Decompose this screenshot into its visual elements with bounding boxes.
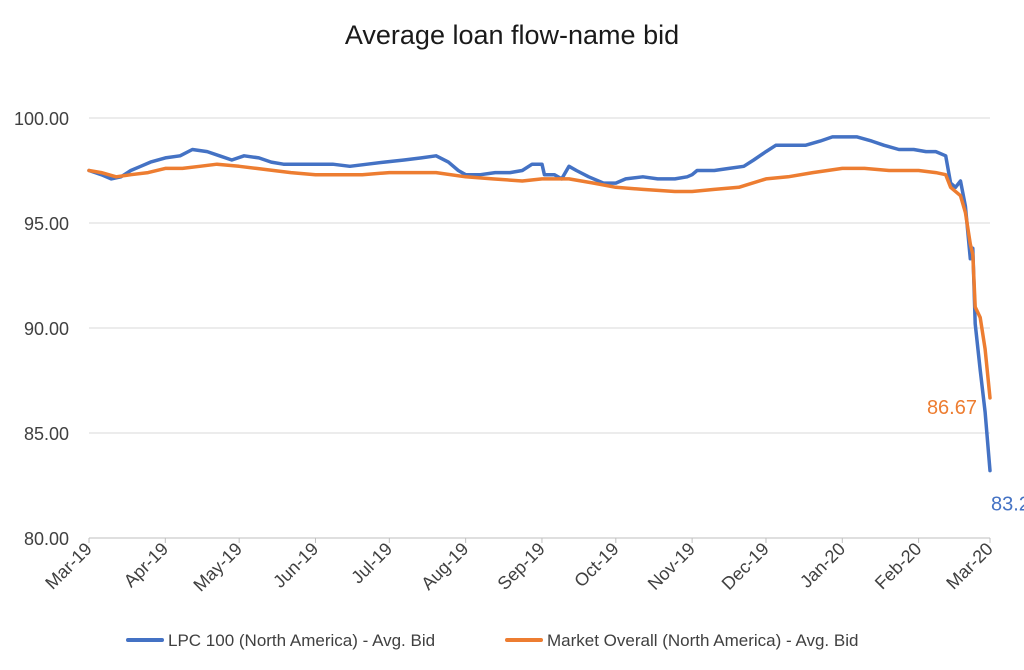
- y-tick-label: 85.00: [24, 424, 69, 444]
- x-tick-label: Jan-20: [796, 539, 849, 592]
- series-lines: [87, 135, 992, 473]
- x-tick-label: Feb-20: [871, 539, 925, 593]
- y-tick-label: 80.00: [24, 529, 69, 549]
- y-tick-label: 100.00: [14, 109, 69, 129]
- series-line-0: [87, 135, 992, 473]
- x-tick-label: Aug-19: [417, 539, 472, 594]
- legend: LPC 100 (North America) - Avg. Bid Market…: [126, 631, 858, 650]
- x-tick-label: Jul-19: [347, 539, 396, 588]
- y-tick-label: 90.00: [24, 319, 69, 339]
- legend-label-1: Market Overall (North America) - Avg. Bi…: [547, 631, 858, 650]
- grid-lines: [89, 117, 990, 434]
- x-tick-label: Jun-19: [269, 539, 322, 592]
- x-tick-label: Dec-19: [718, 539, 773, 594]
- x-axis-tick-labels: Mar-19 Apr-19 May-19 Jun-19 Jul-19 Aug-19 Sep-…: [41, 538, 997, 596]
- x-tick-label: Apr-19: [120, 539, 172, 591]
- end-value-label-0: 83.21: [991, 494, 1024, 516]
- y-tick-label: 95.00: [24, 214, 69, 234]
- x-tick-label: Sep-19: [494, 539, 549, 594]
- end-value-labels: 83.21 86.67: [927, 397, 1024, 516]
- x-tick-label: Oct-19: [570, 539, 622, 591]
- x-tick-label: Nov-19: [644, 539, 699, 594]
- x-tick-label: May-19: [189, 539, 246, 596]
- y-axis-tick-labels: 80.00 85.00 90.00 95.00 100.00: [14, 109, 69, 549]
- x-tick-label: Mar-20: [942, 539, 996, 593]
- end-value-label-1: 86.67: [927, 397, 977, 419]
- chart-title: Average loan flow-name bid: [345, 20, 679, 50]
- series-line-1: [87, 162, 992, 400]
- legend-label-0: LPC 100 (North America) - Avg. Bid: [168, 631, 435, 650]
